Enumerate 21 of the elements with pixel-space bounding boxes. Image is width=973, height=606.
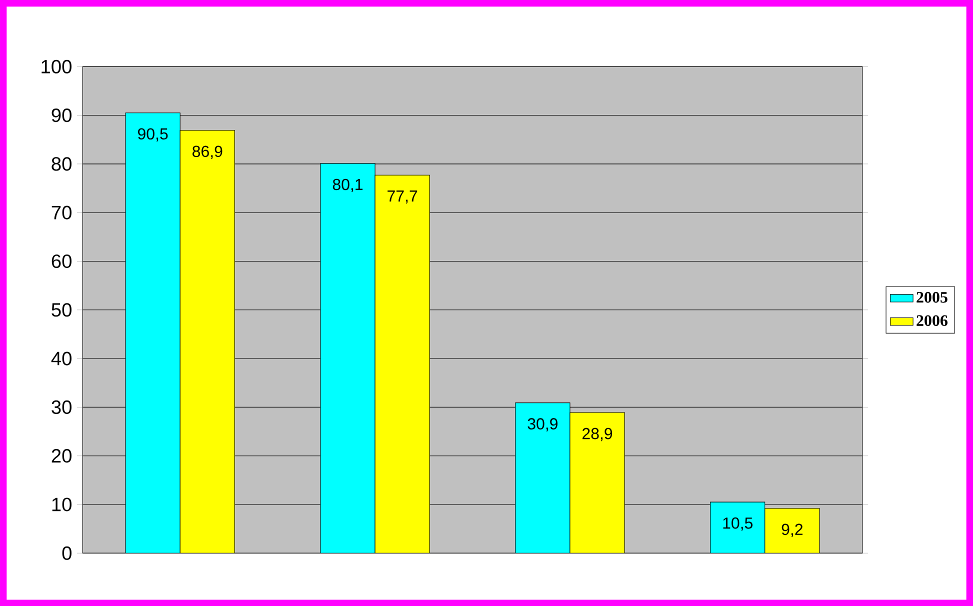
y-tick-label: 30 (52, 400, 72, 414)
y-tick-label: 80 (52, 156, 72, 171)
data-label: 10,5 (723, 517, 752, 530)
y-tick-label: 10 (52, 497, 72, 512)
y-tick-label: 20 (52, 448, 72, 462)
y-tick-label: 70 (52, 206, 72, 220)
data-label: 80,1 (332, 178, 363, 192)
data-label: 9,2 (782, 524, 803, 537)
y-tick-label: 50 (52, 302, 72, 316)
data-label: 30,9 (528, 418, 558, 432)
y-tick-label: 60 (52, 254, 72, 268)
data-label: 28,9 (582, 428, 612, 441)
data-label: 90,5 (138, 128, 168, 142)
y-tick-label: 90 (52, 108, 72, 122)
legend-label: 2006 (916, 314, 948, 326)
y-tick-label: 100 (42, 60, 72, 74)
y-tick-label: 0 (62, 546, 72, 560)
data-label: 77,7 (388, 190, 418, 204)
legend-label: 2005 (916, 292, 948, 302)
y-tick-label: 40 (51, 352, 72, 366)
data-label: 86,9 (192, 146, 222, 159)
